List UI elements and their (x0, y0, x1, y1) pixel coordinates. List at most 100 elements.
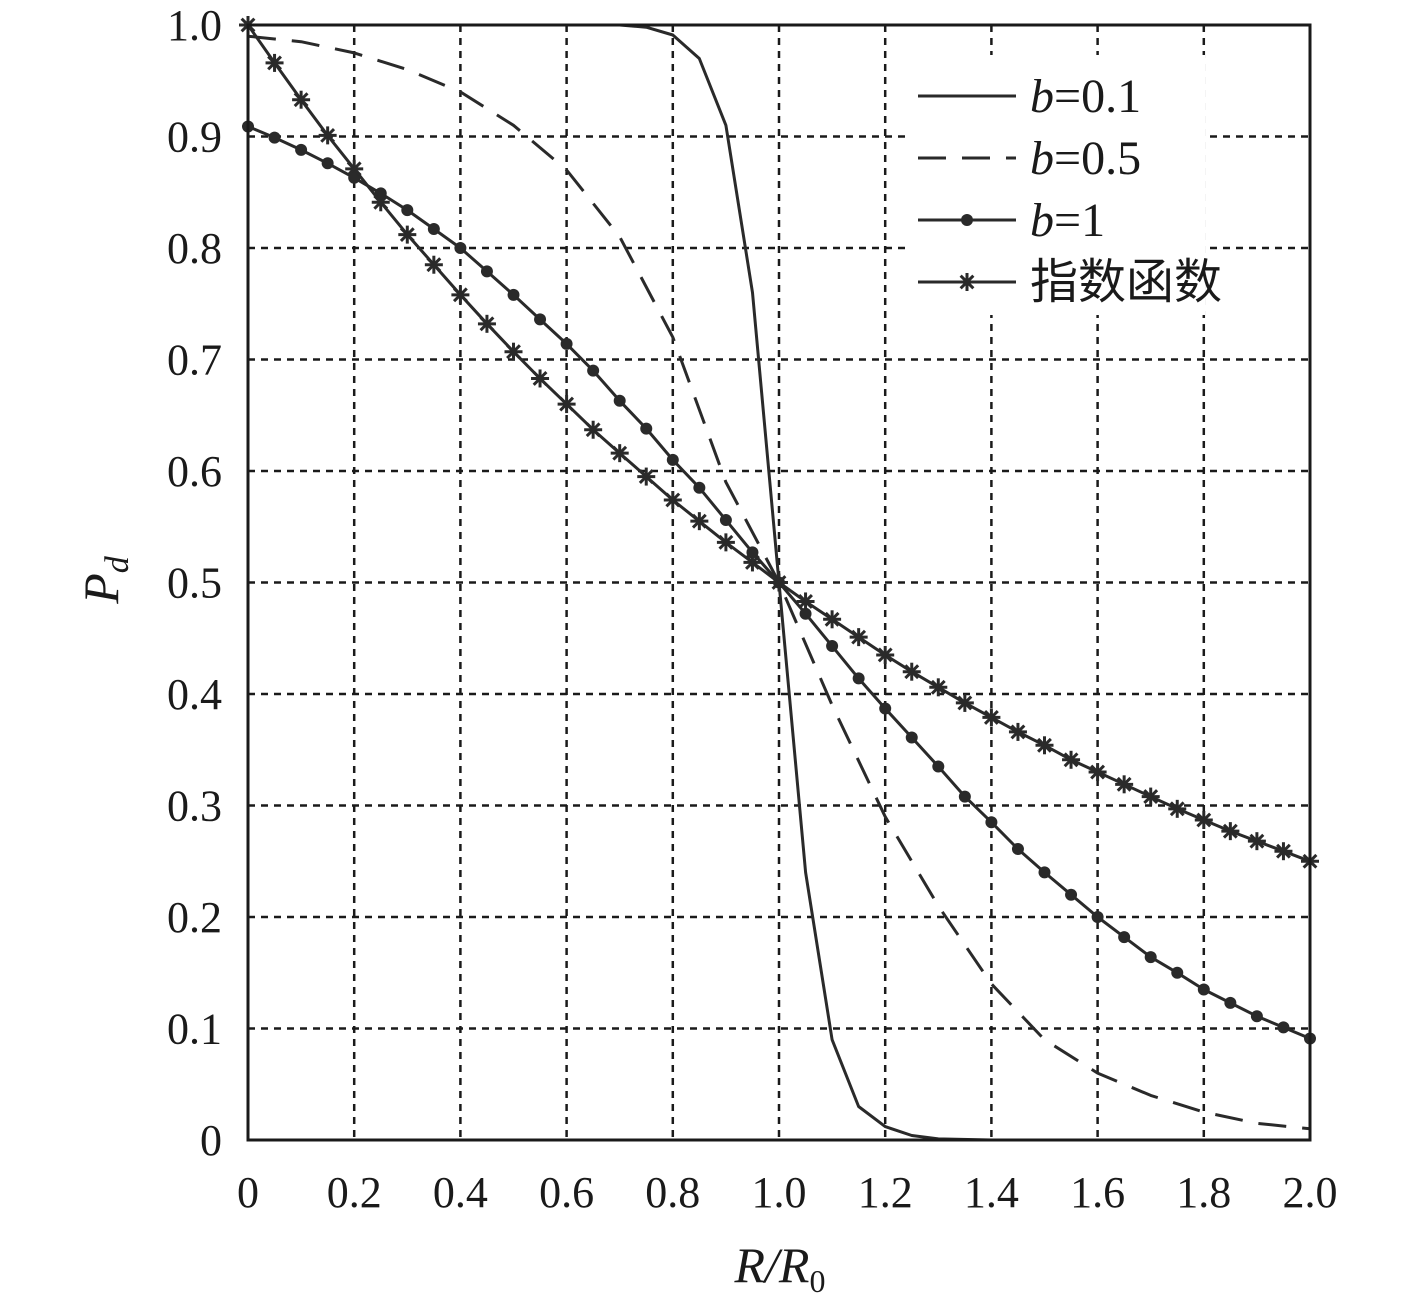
y-tick-label: 0.1 (167, 1005, 222, 1054)
data-point (1247, 832, 1266, 851)
data-point (823, 610, 842, 629)
data-point (955, 693, 974, 712)
star-marker-stroke (1169, 801, 1185, 817)
data-point (318, 126, 337, 145)
y-axis-label-sub: d (99, 555, 136, 573)
data-point (584, 420, 603, 439)
legend-marker (961, 214, 973, 226)
x-tick-label: 0.4 (433, 1168, 488, 1217)
data-point (719, 514, 732, 527)
star-marker-stroke (532, 371, 548, 386)
star-marker-stroke (426, 257, 442, 273)
data-point (716, 533, 735, 552)
data-point (587, 364, 600, 377)
data-point (1144, 951, 1157, 964)
star-marker-stroke (1276, 843, 1291, 859)
star-marker-stroke (399, 227, 415, 243)
data-point (557, 395, 576, 414)
data-point (268, 131, 281, 144)
legend-label: 指数函数 (1030, 256, 1222, 309)
data-point (1065, 888, 1078, 901)
data-point (1221, 822, 1240, 841)
x-tick-label: 0.8 (645, 1168, 700, 1217)
data-point (1277, 1021, 1290, 1034)
data-point (1011, 842, 1024, 855)
x-tick-label: 0.2 (327, 1168, 382, 1217)
data-point (666, 453, 679, 466)
x-axis-label-main: R/R (734, 1237, 810, 1293)
data-point (1062, 750, 1081, 769)
x-tick-label: 0.6 (539, 1168, 594, 1217)
data-point (852, 672, 865, 685)
legend-marker (958, 273, 976, 291)
legend-item: b=0.5 (918, 132, 1141, 185)
star-marker-stroke (877, 647, 893, 663)
data-point (849, 628, 868, 647)
data-point (640, 422, 653, 435)
data-point (929, 678, 948, 697)
data-point (480, 265, 493, 278)
star-marker-stroke (691, 513, 707, 529)
legend-item: 指数函数 (918, 256, 1222, 309)
legend-item: b=0.1 (918, 70, 1141, 123)
data-point (1088, 763, 1107, 782)
y-tick-label: 0.3 (167, 782, 222, 831)
star-marker-stroke (1143, 789, 1159, 805)
data-point (693, 481, 706, 494)
y-tick-label: 0.6 (167, 447, 222, 496)
star-marker-stroke (824, 611, 840, 627)
star-marker-stroke (638, 469, 654, 484)
data-point (1115, 775, 1134, 794)
legend-label-variable: b (1030, 70, 1054, 123)
data-point (1194, 810, 1213, 829)
data-point (1091, 911, 1104, 923)
data-point (424, 255, 443, 274)
star-marker-stroke (585, 422, 601, 438)
legend-label-text: =0.1 (1054, 70, 1141, 123)
y-tick-label: 1.0 (167, 1, 222, 50)
plot-frame (246, 23, 1312, 1142)
star-marker-stroke (665, 492, 681, 508)
legend-label-text: =0.5 (1054, 132, 1141, 185)
x-tick-labels: 0 0.2 0.4 0.6 0.8 1.0 1.2 1.4 1.6 1.8 2.0 (237, 1168, 1338, 1217)
star-marker-stroke (559, 396, 575, 412)
star-marker-stroke (267, 55, 282, 71)
star-marker-stroke (1090, 764, 1106, 780)
legend-label-text: 指数函数 (1030, 256, 1222, 309)
star-marker-stroke (346, 161, 362, 177)
data-point (1118, 931, 1131, 944)
star-marker-stroke (904, 664, 920, 680)
data-point (982, 708, 1001, 727)
x-tick-label: 1.0 (752, 1168, 807, 1217)
y-tick-label: 0.4 (167, 670, 222, 719)
y-axis-label-main: P (73, 573, 129, 605)
x-axis-label: R/R0 (734, 1237, 826, 1299)
star-marker-stroke (959, 274, 975, 290)
data-point (292, 90, 311, 109)
data-point (905, 731, 918, 744)
series-0 (248, 23, 1310, 1142)
data-point (743, 553, 762, 572)
star-marker-stroke (983, 709, 999, 725)
data-point (663, 490, 682, 509)
star-marker-stroke (506, 344, 521, 360)
data-point (637, 467, 656, 486)
data-point (746, 546, 759, 559)
star-marker-stroke (293, 92, 309, 108)
y-axis-label: Pd (73, 555, 136, 605)
x-axis-label-sub: 0 (809, 1263, 825, 1299)
y-tick-label: 0 (200, 1116, 222, 1165)
data-point (826, 640, 839, 653)
data-point (1035, 736, 1054, 755)
data-point (1141, 787, 1160, 806)
data-point (879, 702, 892, 715)
star-marker-stroke (745, 555, 760, 570)
data-point (427, 223, 440, 236)
x-tick-label: 1.4 (964, 1168, 1019, 1217)
star-marker-stroke (1222, 823, 1238, 839)
legend-label: b=0.5 (1030, 132, 1141, 185)
legend-label-text: =1 (1054, 194, 1105, 247)
data-point (958, 790, 971, 803)
x-tick-label: 1.6 (1070, 1168, 1125, 1217)
data-point (796, 592, 815, 611)
